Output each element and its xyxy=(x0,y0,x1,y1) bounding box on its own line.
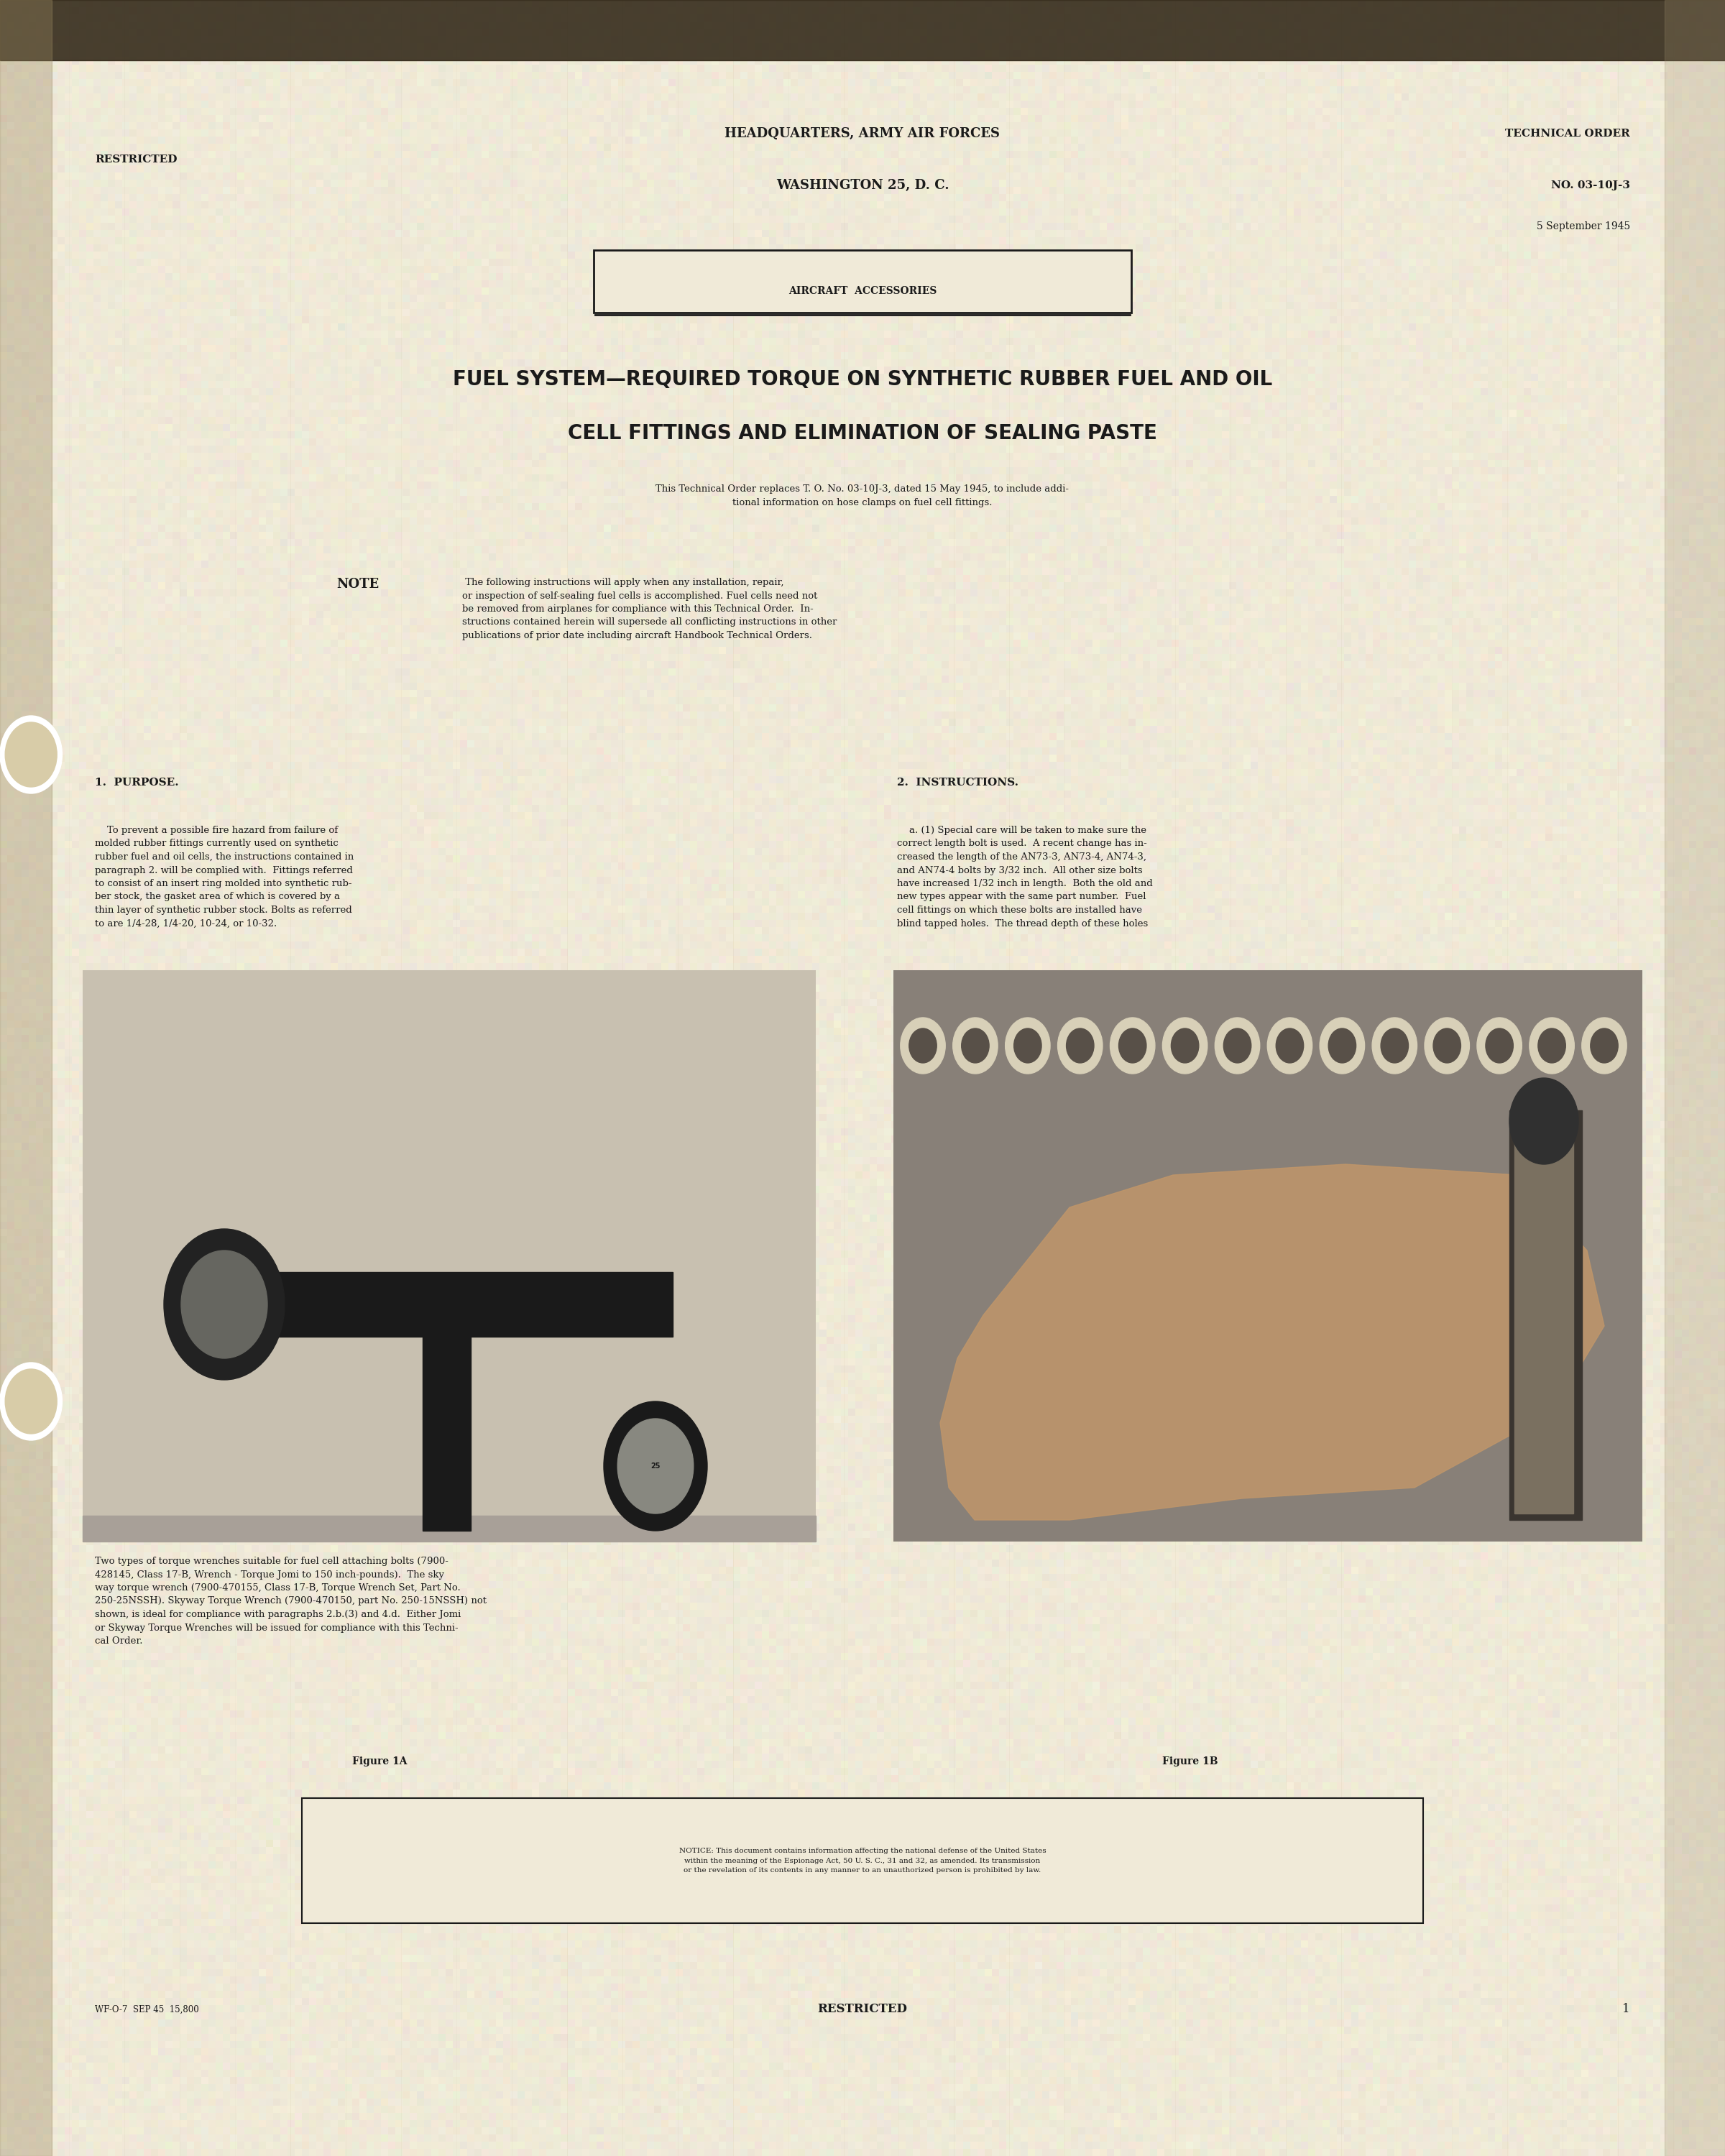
FancyBboxPatch shape xyxy=(593,250,1132,313)
Circle shape xyxy=(1057,1018,1102,1074)
Text: AIRCRAFT  ACCESSORIES: AIRCRAFT ACCESSORIES xyxy=(788,287,937,295)
Circle shape xyxy=(1006,1018,1051,1074)
Text: 2.  INSTRUCTIONS.: 2. INSTRUCTIONS. xyxy=(897,778,1018,787)
Text: Figure 1B: Figure 1B xyxy=(1163,1757,1218,1766)
Circle shape xyxy=(1214,1018,1259,1074)
Circle shape xyxy=(1163,1018,1208,1074)
Circle shape xyxy=(1477,1018,1521,1074)
Bar xyxy=(83,970,816,1542)
Text: 1.  PURPOSE.: 1. PURPOSE. xyxy=(95,778,179,787)
Circle shape xyxy=(1276,1028,1304,1063)
Text: This Technical Order replaces T. O. No. 03-10J-3, dated 15 May 1945, to include : This Technical Order replaces T. O. No. … xyxy=(656,485,1070,507)
Circle shape xyxy=(1171,1028,1199,1063)
Text: The following instructions will apply when any installation, repair,
or inspecti: The following instructions will apply wh… xyxy=(462,578,837,640)
Bar xyxy=(1515,1125,1573,1514)
Text: NOTE: NOTE xyxy=(336,578,380,591)
Polygon shape xyxy=(940,1164,1604,1520)
Circle shape xyxy=(1509,1078,1578,1164)
Circle shape xyxy=(961,1028,988,1063)
Circle shape xyxy=(1120,1028,1147,1063)
Text: WF-O-7  SEP 45  15,800: WF-O-7 SEP 45 15,800 xyxy=(95,2005,198,2014)
Text: TECHNICAL ORDER: TECHNICAL ORDER xyxy=(1506,129,1630,138)
Circle shape xyxy=(0,716,62,793)
Text: To prevent a possible fire hazard from failure of
molded rubber fittings current: To prevent a possible fire hazard from f… xyxy=(95,826,354,927)
Bar xyxy=(894,970,1642,1542)
Circle shape xyxy=(1014,1028,1042,1063)
Text: CELL FITTINGS AND ELIMINATION OF SEALING PASTE: CELL FITTINGS AND ELIMINATION OF SEALING… xyxy=(568,423,1157,444)
Circle shape xyxy=(0,1363,62,1440)
Text: FUEL SYSTEM—REQUIRED TORQUE ON SYNTHETIC RUBBER FUEL AND OIL: FUEL SYSTEM—REQUIRED TORQUE ON SYNTHETIC… xyxy=(452,369,1273,390)
Circle shape xyxy=(1371,1018,1416,1074)
Text: 1: 1 xyxy=(1623,2003,1630,2016)
Circle shape xyxy=(1539,1028,1566,1063)
Bar xyxy=(83,1516,816,1542)
Circle shape xyxy=(900,1018,945,1074)
Circle shape xyxy=(1268,1018,1313,1074)
Circle shape xyxy=(1425,1018,1470,1074)
Text: NOTICE: This document contains information affecting the national defense of the: NOTICE: This document contains informati… xyxy=(680,1848,1045,1874)
Bar xyxy=(1509,1110,1582,1520)
Circle shape xyxy=(1485,1028,1513,1063)
Circle shape xyxy=(1223,1028,1251,1063)
Circle shape xyxy=(5,1369,57,1434)
Circle shape xyxy=(5,722,57,787)
Circle shape xyxy=(1328,1028,1356,1063)
Bar xyxy=(0,0,1725,60)
Circle shape xyxy=(1530,1018,1575,1074)
Circle shape xyxy=(1111,1018,1156,1074)
Text: WASHINGTON 25, D. C.: WASHINGTON 25, D. C. xyxy=(776,179,949,192)
Circle shape xyxy=(1433,1028,1461,1063)
Circle shape xyxy=(1582,1018,1627,1074)
Circle shape xyxy=(1590,1028,1618,1063)
Circle shape xyxy=(604,1401,707,1531)
Bar xyxy=(1665,0,1725,2156)
Text: a. (1) Special care will be taken to make sure the
correct length bolt is used. : a. (1) Special care will be taken to mak… xyxy=(897,826,1152,927)
Text: RESTRICTED: RESTRICTED xyxy=(95,155,178,164)
Circle shape xyxy=(952,1018,997,1074)
Circle shape xyxy=(909,1028,937,1063)
Bar xyxy=(423,1283,471,1531)
Circle shape xyxy=(181,1250,267,1358)
Bar xyxy=(0,0,52,2156)
Circle shape xyxy=(1066,1028,1094,1063)
Bar xyxy=(302,1798,1423,1923)
Text: NO. 03-10J-3: NO. 03-10J-3 xyxy=(1551,181,1630,190)
FancyArrow shape xyxy=(224,1272,673,1337)
Circle shape xyxy=(1320,1018,1364,1074)
Text: 25: 25 xyxy=(650,1462,661,1470)
Text: Two types of torque wrenches suitable for fuel cell attaching bolts (7900-
42814: Two types of torque wrenches suitable fo… xyxy=(95,1557,486,1645)
Circle shape xyxy=(164,1229,285,1380)
Text: Figure 1A: Figure 1A xyxy=(352,1757,407,1766)
Text: HEADQUARTERS, ARMY AIR FORCES: HEADQUARTERS, ARMY AIR FORCES xyxy=(724,127,1000,140)
Circle shape xyxy=(1380,1028,1408,1063)
Text: RESTRICTED: RESTRICTED xyxy=(818,2003,907,2016)
Circle shape xyxy=(618,1419,693,1514)
Text: 5 September 1945: 5 September 1945 xyxy=(1537,222,1630,231)
